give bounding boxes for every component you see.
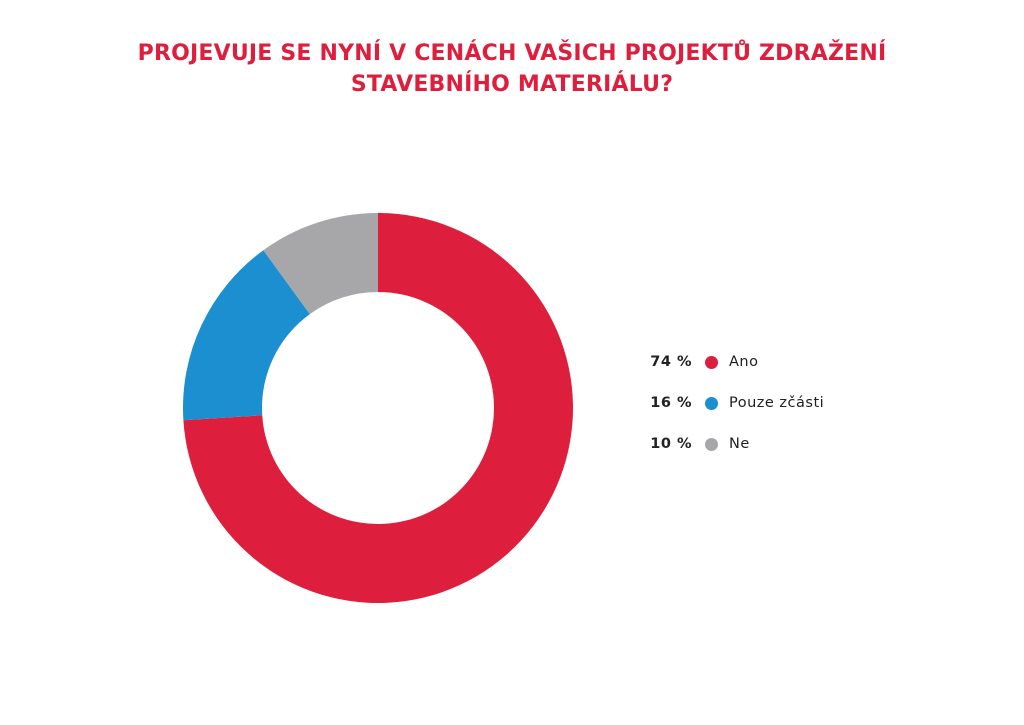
chart-legend: 74 % Ano 16 % Pouze zčásti 10 % Ne bbox=[640, 352, 824, 475]
donut-slice-pouze-zčásti bbox=[183, 250, 310, 421]
legend-label: Ano bbox=[729, 354, 759, 370]
legend-value: 16 % bbox=[650, 395, 692, 411]
donut-slice-ano bbox=[183, 213, 574, 603]
legend-swatch bbox=[705, 396, 718, 410]
chart-title: PROJEVUJE SE NYNÍ V CENÁCH VAŠICH PROJEK… bbox=[0, 38, 1024, 100]
chart-title-line1: PROJEVUJE SE NYNÍ V CENÁCH VAŠICH PROJEK… bbox=[137, 41, 887, 66]
legend-value: 10 % bbox=[650, 436, 692, 452]
donut-chart bbox=[183, 213, 574, 603]
chart-title-line2: STAVEBNÍHO MATERIÁLU? bbox=[350, 72, 674, 97]
legend-item-ano: 74 % Ano bbox=[640, 352, 824, 372]
legend-label: Pouze zčásti bbox=[729, 395, 825, 411]
legend-swatch bbox=[705, 437, 718, 451]
legend-value: 74 % bbox=[650, 354, 692, 370]
legend-item-ne: 10 % Ne bbox=[640, 434, 824, 454]
legend-swatch bbox=[705, 355, 718, 369]
legend-item-pouze-zcasti: 16 % Pouze zčásti bbox=[640, 393, 824, 413]
legend-label: Ne bbox=[729, 436, 750, 452]
donut-slice-ne bbox=[263, 213, 378, 315]
